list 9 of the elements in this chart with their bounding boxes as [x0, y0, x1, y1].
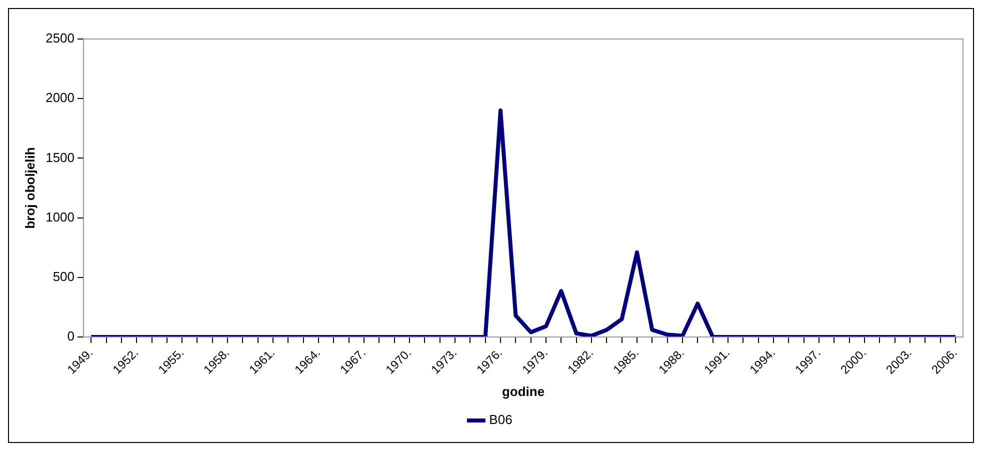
y-axis-title: broj oboljelih: [22, 147, 38, 229]
x-axis-title: godine: [502, 384, 545, 399]
y-tick-label: 1500: [46, 150, 75, 165]
y-tick-label: 2000: [46, 90, 75, 106]
y-tick-label: 0: [67, 328, 75, 344]
y-tick-label: 500: [52, 268, 75, 284]
legend-label: B06: [489, 412, 512, 428]
y-tick-label: 2500: [46, 30, 75, 46]
y-tick-label: 1000: [46, 209, 75, 224]
